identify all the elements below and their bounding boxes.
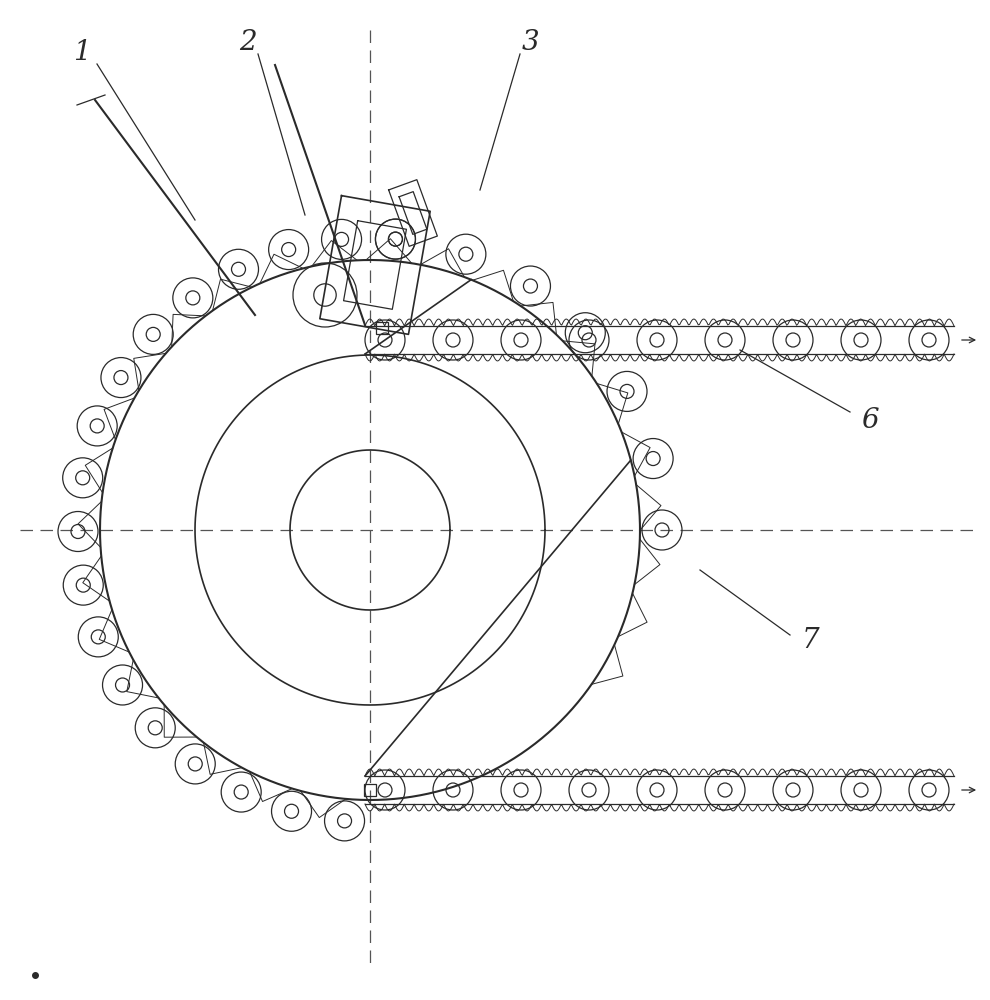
Text: 6: 6 xyxy=(861,406,879,434)
Text: 1: 1 xyxy=(73,38,91,66)
Bar xyxy=(364,784,376,796)
Text: 2: 2 xyxy=(240,28,256,55)
Text: 3: 3 xyxy=(521,28,539,55)
Text: 7: 7 xyxy=(801,626,819,654)
Bar xyxy=(376,322,388,334)
